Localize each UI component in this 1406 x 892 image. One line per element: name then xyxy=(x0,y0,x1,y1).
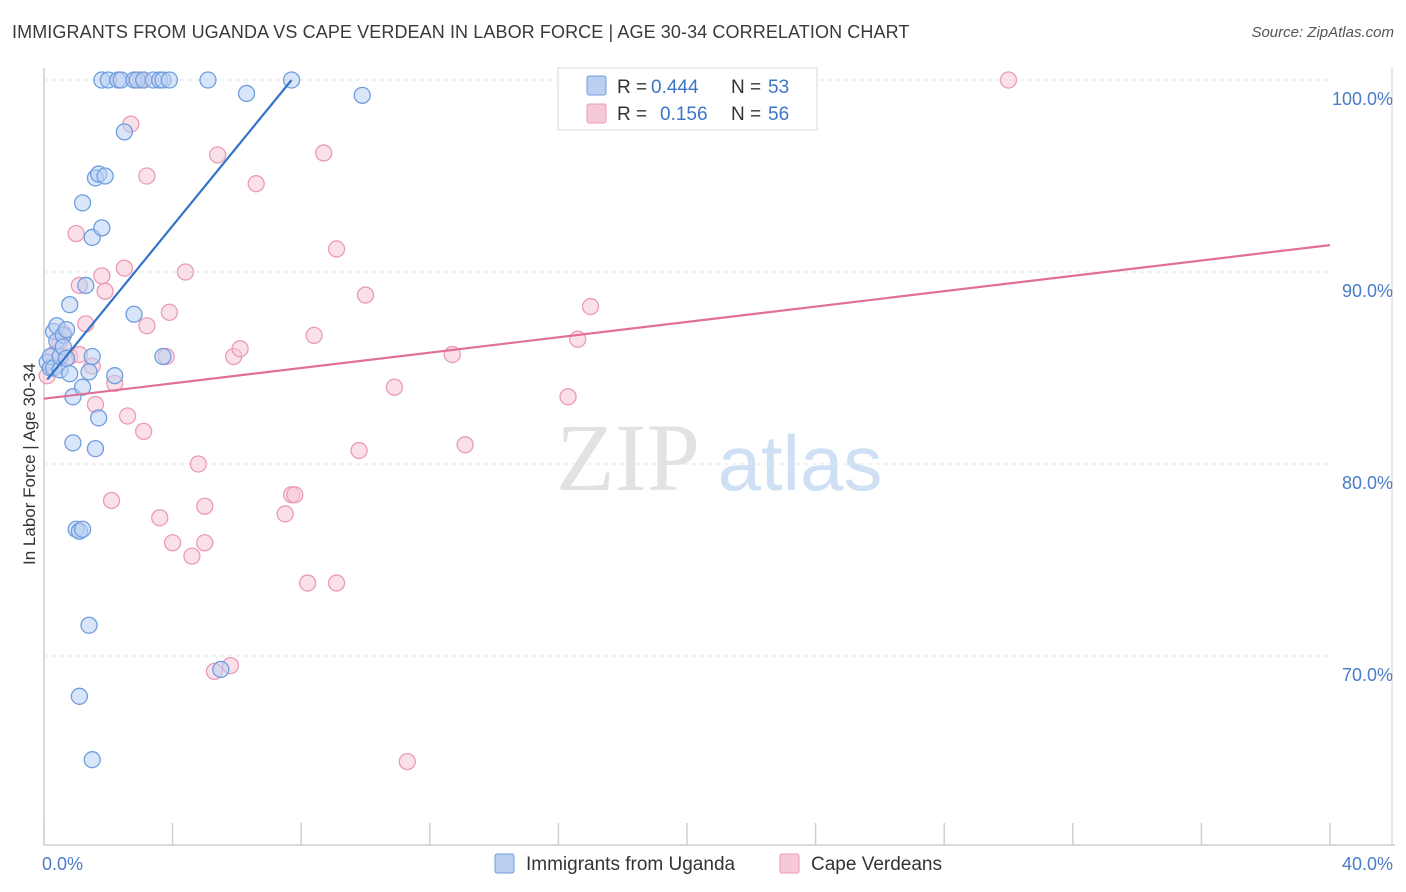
uganda-point xyxy=(73,194,92,212)
uganda-point xyxy=(64,434,82,452)
y-tick-label: 70.0% xyxy=(1342,665,1393,685)
legend-cape-label: Cape Verdeans xyxy=(811,854,942,875)
cape-n-value: 56 xyxy=(768,104,789,125)
cape-verdean-point xyxy=(581,297,600,316)
cape-verdean-point xyxy=(559,388,577,406)
uganda-point xyxy=(96,167,114,185)
uganda-point xyxy=(73,520,92,538)
uganda-n-label: N = xyxy=(731,77,761,98)
uganda-point xyxy=(77,276,95,295)
axes xyxy=(43,68,1395,846)
cape-verdean-point xyxy=(176,263,195,281)
trend-lines xyxy=(43,79,1331,400)
uganda-point xyxy=(353,86,371,105)
uganda-point xyxy=(160,71,179,89)
cape-verdean-point xyxy=(196,497,214,515)
gridlines xyxy=(44,79,1330,657)
cape-verdean-point xyxy=(298,574,317,592)
y-tick-labels: 70.0% 80.0% 90.0% 100.0% xyxy=(1332,89,1393,685)
cape-verdean-point xyxy=(118,407,137,425)
cape-legend-swatch xyxy=(586,103,607,124)
uganda-point xyxy=(86,439,105,458)
y-axis-label: In Labor Force | Age 30-34 xyxy=(20,363,39,565)
cape-verdean-point xyxy=(247,175,265,193)
uganda-point xyxy=(80,616,98,634)
cape-verdean-point xyxy=(315,144,333,162)
y-tick-label: 100.0% xyxy=(1332,89,1393,109)
cape-verdean-trend-line xyxy=(43,244,1331,400)
uganda-point xyxy=(115,123,134,141)
watermark-zip: ZIP xyxy=(556,404,700,511)
cape-verdean-point xyxy=(138,167,156,185)
cape-verdean-point xyxy=(138,317,156,335)
series-legend: Immigrants from Uganda Cape Verdeans xyxy=(494,853,942,875)
cape-verdean-point xyxy=(327,574,346,592)
uganda-point xyxy=(125,305,143,323)
chart-title: IMMIGRANTS FROM UGANDA VS CAPE VERDEAN I… xyxy=(12,22,910,42)
cape-verdean-point xyxy=(456,436,474,454)
cape-verdean-point xyxy=(327,240,346,258)
cape-verdean-point xyxy=(398,752,416,771)
cape-verdean-point xyxy=(67,224,85,243)
uganda-point xyxy=(237,84,256,103)
cape-verdean-point xyxy=(999,71,1018,89)
uganda-point xyxy=(90,409,108,427)
cape-verdean-point xyxy=(96,282,114,300)
uganda-point xyxy=(61,365,79,383)
uganda-point xyxy=(199,71,217,89)
cape-verdean-point xyxy=(385,378,404,396)
cape-verdean-point xyxy=(305,326,323,345)
uganda-point xyxy=(106,367,124,385)
uganda-r-value: 0.444 xyxy=(651,77,699,98)
cape-r-value: 0.156 xyxy=(660,104,708,125)
cape-verdean-point xyxy=(350,441,368,460)
cape-verdean-point xyxy=(163,534,182,552)
uganda-points xyxy=(38,71,371,769)
cape-verdean-point xyxy=(231,340,249,358)
uganda-point xyxy=(70,687,89,705)
cape-verdean-point xyxy=(93,267,111,285)
cape-n-label: N = xyxy=(731,104,761,125)
uganda-point xyxy=(83,751,101,769)
uganda-trend-line xyxy=(46,79,293,381)
cape-verdean-point xyxy=(286,486,304,504)
uganda-point xyxy=(57,320,76,339)
cape-verdean-point xyxy=(356,286,375,304)
x-tick-labels: 0.0% 40.0% xyxy=(42,854,1393,874)
y-tick-label: 90.0% xyxy=(1342,281,1393,301)
x-tick-label: 40.0% xyxy=(1342,854,1393,874)
watermark-atlas: atlas xyxy=(718,419,883,507)
cape-verdean-point xyxy=(208,146,227,164)
uganda-point xyxy=(83,347,101,366)
cape-verdean-point xyxy=(151,509,169,527)
cape-verdean-point xyxy=(196,534,214,552)
cape-verdean-point xyxy=(189,455,207,473)
legend-uganda-label: Immigrants from Uganda xyxy=(526,854,736,875)
uganda-point xyxy=(154,347,172,366)
cape-verdean-point xyxy=(183,547,201,565)
y-tick-label: 80.0% xyxy=(1342,473,1393,493)
legend-uganda-swatch xyxy=(494,853,515,874)
cape-r-label: R = xyxy=(617,104,647,125)
uganda-n-value: 53 xyxy=(768,77,789,98)
cape-verdean-point xyxy=(160,303,179,321)
source-credit: Source: ZipAtlas.com xyxy=(1251,24,1394,41)
cape-verdean-point xyxy=(276,505,294,523)
cape-verdean-point xyxy=(102,491,121,510)
uganda-point xyxy=(61,295,79,314)
uganda-point xyxy=(212,660,230,679)
cape-verdean-point xyxy=(135,422,153,441)
stats-legend: R = 0.444 N = 53 R = 0.156 N = 56 xyxy=(557,67,818,131)
uganda-point xyxy=(93,219,111,237)
x-tick-label: 0.0% xyxy=(42,854,83,874)
uganda-r-label: R = xyxy=(617,77,647,98)
uganda-point xyxy=(80,363,98,381)
cape-verdean-point xyxy=(115,259,134,277)
uganda-legend-swatch xyxy=(586,75,607,96)
legend-cape-swatch xyxy=(779,853,800,874)
